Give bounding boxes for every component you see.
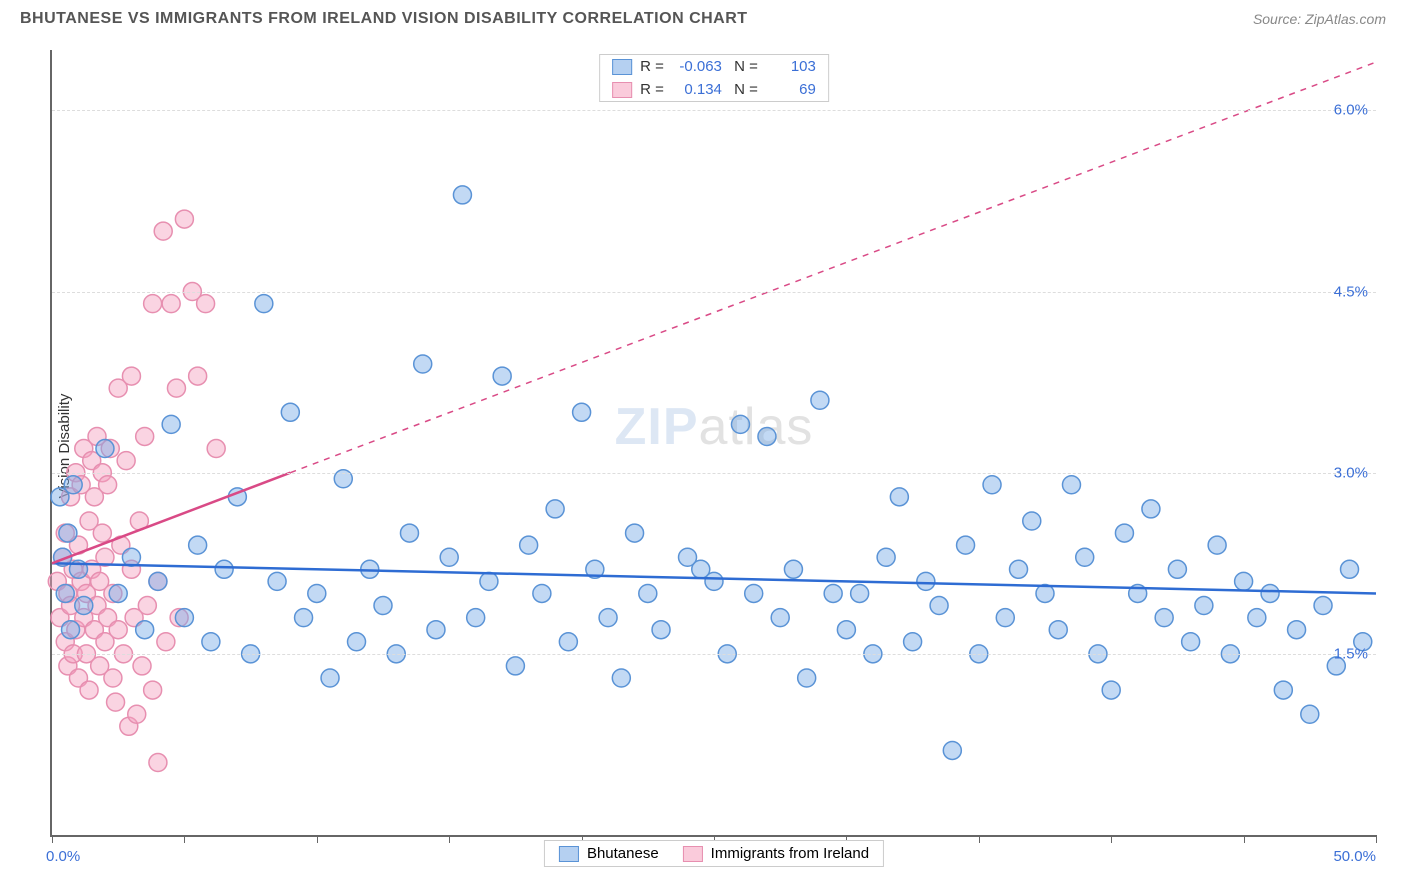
scatter-plot-svg <box>52 50 1376 835</box>
swatch-blue <box>559 846 579 862</box>
x-axis-max-label: 50.0% <box>1333 848 1376 865</box>
swatch-pink <box>612 82 632 98</box>
stats-row-pink: R = 0.134 N = 69 <box>600 78 828 101</box>
legend-label-blue: Bhutanese <box>587 845 659 862</box>
chart-area: ZIPatlas R = -0.063 N = 103 R = 0.134 N … <box>50 50 1376 837</box>
stats-legend: R = -0.063 N = 103 R = 0.134 N = 69 <box>599 54 829 102</box>
y-tick-label: 4.5% <box>1334 283 1368 300</box>
series-legend: Bhutanese Immigrants from Ireland <box>544 840 884 867</box>
r-value-pink: 0.134 <box>672 81 722 98</box>
legend-label-pink: Immigrants from Ireland <box>711 845 869 862</box>
y-tick-label: 6.0% <box>1334 102 1368 119</box>
n-label: N = <box>730 58 758 75</box>
y-tick-label: 3.0% <box>1334 464 1368 481</box>
r-label: R = <box>640 58 664 75</box>
r-label: R = <box>640 81 664 98</box>
x-axis-min-label: 0.0% <box>46 848 80 865</box>
y-tick-label: 1.5% <box>1334 645 1368 662</box>
stats-row-blue: R = -0.063 N = 103 <box>600 55 828 78</box>
swatch-pink <box>683 846 703 862</box>
legend-item-blue: Bhutanese <box>559 845 659 862</box>
source-attribution: Source: ZipAtlas.com <box>1253 11 1386 27</box>
r-value-blue: -0.063 <box>672 58 722 75</box>
n-value-pink: 69 <box>766 81 816 98</box>
n-value-blue: 103 <box>766 58 816 75</box>
plot-area: ZIPatlas R = -0.063 N = 103 R = 0.134 N … <box>50 50 1376 837</box>
n-label: N = <box>730 81 758 98</box>
swatch-blue <box>612 59 632 75</box>
legend-item-pink: Immigrants from Ireland <box>683 845 869 862</box>
chart-title: BHUTANESE VS IMMIGRANTS FROM IRELAND VIS… <box>20 10 748 28</box>
